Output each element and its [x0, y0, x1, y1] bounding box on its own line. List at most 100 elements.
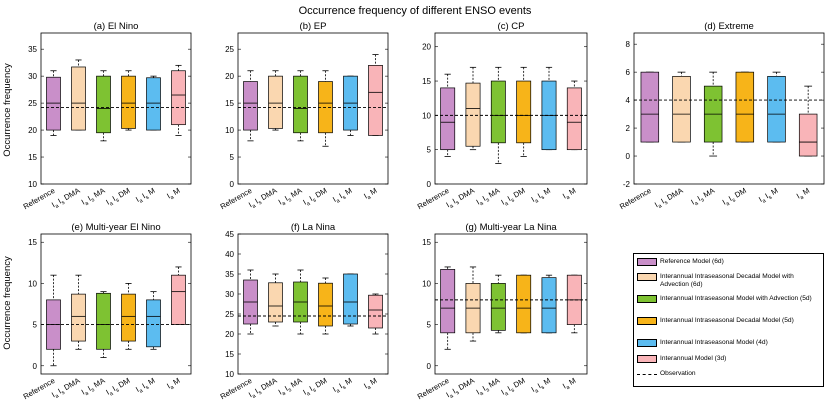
x-tick-label-part: I [109, 194, 117, 204]
x-tick-label-subscript: a [534, 198, 540, 205]
legend-swatch [637, 339, 657, 347]
y-tick-label: 0 [230, 180, 235, 189]
x-tick-label-part: I [721, 198, 727, 207]
y-tick-label: 0 [427, 180, 432, 189]
y-tick-label: 2 [626, 124, 631, 133]
legend-swatch [637, 273, 657, 281]
x-tick-label-part: I [757, 195, 763, 204]
x-tick-label-subscript: a [54, 393, 60, 400]
x-tick-label-part: I [362, 192, 368, 201]
x-tick-label-part: I [504, 194, 512, 204]
x-tick-label-part: I [301, 388, 307, 397]
x-tick-label: Ia M [795, 186, 812, 202]
x-tick-label-subscript: s [768, 194, 774, 201]
legend-swatch [637, 317, 657, 325]
x-tick-label-part: I [449, 197, 457, 207]
x-tick-label-subscript: a [534, 388, 540, 395]
x-tick-label-subscript: s [485, 197, 491, 204]
x-tick-label-part: I [84, 194, 92, 204]
x-tick-label-part: I [694, 194, 702, 204]
x-tick-label-subscript: a [449, 203, 455, 210]
figure-title: Occurrence frequency of different ENSO e… [299, 5, 532, 17]
box [767, 75, 786, 143]
x-tick-label-part: M [342, 186, 354, 198]
x-tick-label: Ia Is M [331, 186, 354, 206]
box [368, 294, 383, 329]
x-tick-label-subscript: a [565, 194, 571, 201]
box [318, 282, 333, 327]
x-tick-label-part: DM [312, 376, 329, 391]
x-tick-label-part: I [658, 197, 666, 207]
box [440, 269, 456, 334]
x-tick-label-part: DMA [61, 185, 83, 203]
x-tick-label: Ia M [165, 186, 182, 202]
legend-swatch [637, 295, 657, 303]
legend-observation-label: Observation [660, 370, 696, 377]
chart-panel: (e) Multi-year El Nino051015ReferenceIa … [22, 222, 192, 401]
x-tick-label: Ia Is MA [277, 185, 306, 208]
legend-item: Interannual Intraseasonal Decadal Model … [637, 317, 821, 325]
panel-title: (d) Extreme [704, 21, 754, 32]
y-tick-label: 0 [626, 152, 631, 161]
box [735, 71, 755, 143]
box [566, 87, 582, 151]
x-tick-label-subscript: a [694, 200, 700, 207]
legend-item: Interannual Model (3d) [637, 355, 821, 363]
box [541, 277, 557, 334]
axes-frame [434, 32, 588, 185]
y-tick-label: 10 [225, 126, 234, 135]
y-tick-label: 15 [225, 99, 234, 108]
x-tick-label-part: I [247, 200, 253, 209]
x-tick-label: Ia M [561, 186, 578, 202]
y-tick-label: 10 [225, 370, 234, 379]
x-tick-label: Ia Is DMA [445, 185, 478, 211]
x-tick-label-part: I [134, 385, 140, 394]
y-tick-label: 10 [422, 279, 431, 288]
panel-title: (c) CP [498, 21, 525, 32]
x-tick-label-subscript: s [510, 387, 516, 394]
x-tick-label-subscript: a [84, 390, 90, 397]
legend-label: Interannual Intraseasonal Model with Adv… [660, 295, 812, 302]
x-tick-label: Reference [618, 186, 653, 211]
x-tick-label-part: I [500, 198, 506, 207]
x-tick-label-part: I [762, 192, 770, 202]
legend-item: Interannual Intraseasonal Model with Adv… [637, 295, 821, 303]
x-tick-label-part: I [449, 387, 457, 397]
x-tick-label: Ia M [362, 186, 379, 202]
y-tick-label: 8 [626, 40, 631, 49]
x-tick-label: Ia Is M [530, 376, 553, 396]
box [490, 80, 506, 144]
x-tick-label-subscript: s [287, 197, 293, 204]
x-tick-label-part: I [277, 388, 283, 397]
x-tick-label: Ia Is MA [475, 185, 504, 208]
x-tick-label-part: M [170, 376, 182, 388]
x-tick-label-subscript: a [84, 200, 90, 207]
x-tick-label-subscript: s [145, 384, 151, 391]
x-tick-label: Ia Is DMA [247, 185, 280, 211]
x-tick-label: Ia Is MA [80, 185, 109, 208]
x-tick-label-part: M [540, 186, 552, 198]
x-tick-label-part: I [139, 192, 147, 202]
x-tick-label: Reference [219, 376, 254, 401]
x-tick-label-subscript: s [312, 387, 318, 394]
x-tick-label-subscript: a [306, 390, 312, 397]
x-tick-label-subscript: a [54, 203, 60, 210]
x-tick-label-part: M [566, 376, 578, 388]
box [343, 273, 358, 325]
x-tick-label-part: I [165, 192, 171, 201]
y-tick-label: -2 [623, 180, 631, 189]
y-tick-label: 15 [422, 77, 431, 86]
box [96, 75, 111, 134]
x-tick-label: Ia Is M [134, 376, 157, 396]
axes-frame [434, 233, 588, 375]
box [121, 75, 136, 129]
legend-observation-line [637, 374, 657, 375]
y-tick-label: 20 [225, 72, 234, 81]
x-tick-label-part: I [479, 384, 487, 394]
x-tick-label-subscript: a [306, 200, 312, 207]
x-tick-label-part: I [500, 388, 506, 397]
x-tick-label-part: I [55, 387, 63, 397]
